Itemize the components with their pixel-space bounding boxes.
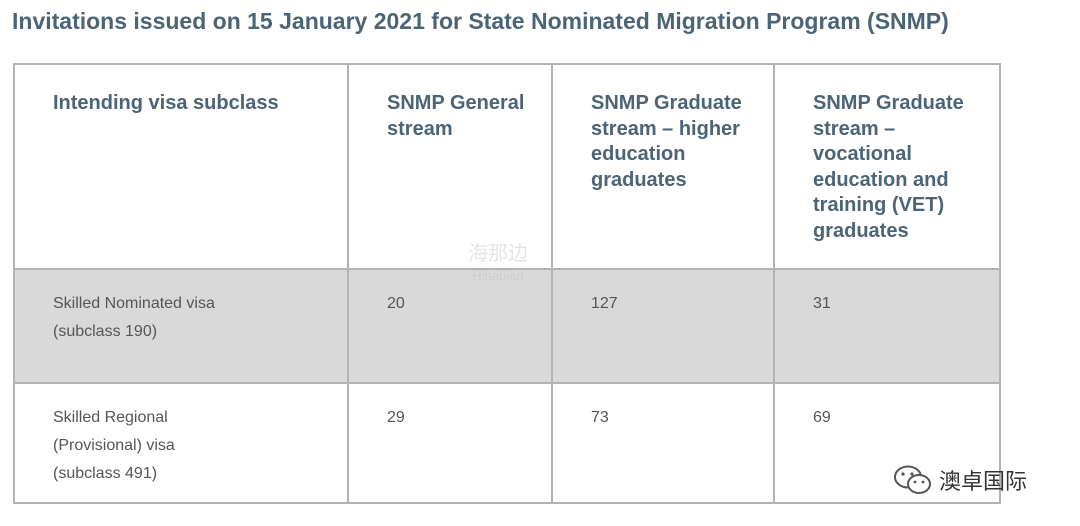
watermark: 海那边 Hinabian <box>468 243 528 287</box>
header-text: SNMP General stream <box>387 92 525 140</box>
header-text: SNMP Graduate stream – vocational educat… <box>813 92 964 242</box>
cell: 127 <box>551 268 775 384</box>
header-cell: SNMP Graduate stream – higher education … <box>551 63 775 270</box>
cell-text: 73 <box>591 409 609 426</box>
row: Skilled Regional (Provisional) visa (sub… <box>13 382 1001 504</box>
watermark-latin: Hinabian <box>472 268 524 283</box>
watermark-name: 海那边 <box>468 243 528 265</box>
cell: 73 <box>551 382 775 504</box>
cell: 31 <box>773 268 1001 384</box>
wechat-icon <box>894 465 931 494</box>
cell: 69 <box>773 382 1001 504</box>
cell: Skilled Regional (Provisional) visa (sub… <box>13 382 349 504</box>
cell-text: 29 <box>387 409 405 426</box>
cell-text: 20 <box>387 295 405 312</box>
cell-text: 127 <box>591 295 618 312</box>
invitations-table: Intending visa subclass SNMP General str… <box>13 63 1001 504</box>
row: Skilled Nominated visa (subclass 190) 20… <box>13 268 1001 384</box>
cell-text: Skilled Nominated visa (subclass 190) <box>53 295 215 340</box>
header-row: Intending visa subclass SNMP General str… <box>13 63 1001 270</box>
cell: Skilled Nominated visa (subclass 190) <box>13 268 349 384</box>
header-cell: Intending visa subclass <box>13 63 349 270</box>
header-text: Intending visa subclass <box>53 92 279 114</box>
cell-text: 69 <box>813 409 831 426</box>
cell-text: Skilled Regional (Provisional) visa (sub… <box>53 409 175 482</box>
header-cell: SNMP Graduate stream – vocational educat… <box>773 63 1001 270</box>
cell-text: 31 <box>813 295 831 312</box>
footer: 澳卓国际 <box>893 464 1027 496</box>
cell: 20 <box>347 268 553 384</box>
brand: 澳卓国际 <box>939 469 1028 494</box>
header-cell: SNMP General stream <box>347 63 553 270</box>
cell: 29 <box>347 382 553 504</box>
title: Invitations issued on 15 January 2021 fo… <box>12 8 949 34</box>
header-text: SNMP Graduate stream – higher education … <box>591 92 742 191</box>
